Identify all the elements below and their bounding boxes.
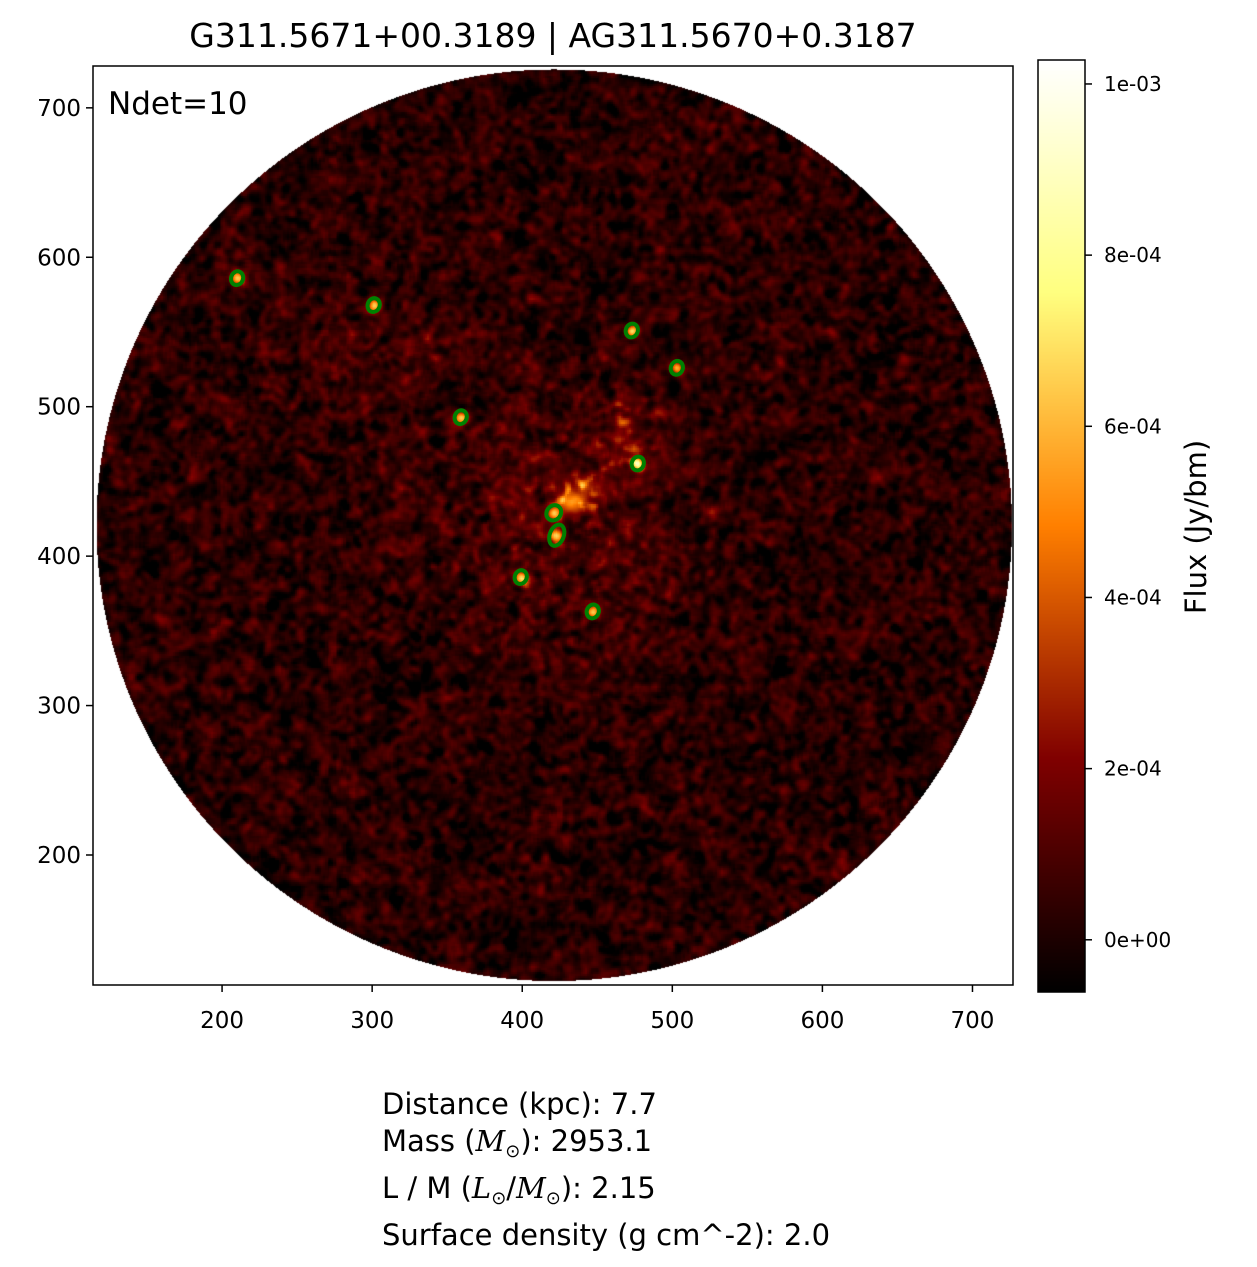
colorbar-tick-label: 6e-04 bbox=[1104, 414, 1162, 438]
detection-contour bbox=[452, 408, 469, 427]
colorbar-tick-label: 2e-04 bbox=[1104, 757, 1162, 781]
detection-contour bbox=[512, 568, 529, 586]
detection-contour bbox=[668, 358, 685, 377]
y-tick-label: 400 bbox=[37, 544, 81, 570]
detection-contour bbox=[365, 296, 382, 314]
colorbar-tick-label: 1e-03 bbox=[1104, 72, 1162, 96]
y-tick-label: 500 bbox=[37, 395, 81, 421]
x-tick-label: 200 bbox=[200, 1008, 244, 1034]
distance-text: Distance (kpc): 7.7 bbox=[382, 1087, 657, 1121]
colorbar-tick-label: 8e-04 bbox=[1104, 243, 1162, 267]
lm-text: L / M (L⊙/M⊙): 2.15 bbox=[382, 1171, 656, 1209]
detection-contour bbox=[544, 503, 564, 523]
axes-frame bbox=[92, 65, 1014, 986]
ndet-annotation: Ndet=10 bbox=[108, 86, 248, 122]
colorbar-tick-label: 4e-04 bbox=[1104, 585, 1162, 609]
y-tick-label: 200 bbox=[37, 843, 81, 869]
detection-contour bbox=[547, 522, 567, 548]
x-tick-label: 500 bbox=[650, 1008, 694, 1034]
info-text: Distance (kpc): 7.7 Mass (M⊙): 2953.1 L … bbox=[382, 1086, 830, 1254]
y-tick-label: 700 bbox=[37, 96, 81, 122]
colorbar-tick-label: 0e+00 bbox=[1104, 928, 1171, 952]
x-tick-label: 600 bbox=[800, 1008, 844, 1034]
detection-contour bbox=[584, 602, 601, 621]
x-tick-label: 700 bbox=[951, 1008, 995, 1034]
surface-density-text: Surface density (g cm^-2): 2.0 bbox=[382, 1218, 831, 1252]
mass-text: Mass (M⊙): 2953.1 bbox=[382, 1124, 653, 1162]
y-tick-label: 300 bbox=[37, 694, 81, 720]
x-tick-label: 400 bbox=[500, 1008, 544, 1034]
chart-title: G311.5671+00.3189 | AG311.5670+0.3187 bbox=[189, 16, 917, 55]
detection-contour bbox=[228, 269, 246, 288]
colorbar-label: Flux (Jy/bm) bbox=[1179, 439, 1213, 615]
x-tick-label: 300 bbox=[350, 1008, 394, 1034]
detection-contour bbox=[623, 321, 640, 340]
detection-contour bbox=[629, 454, 646, 473]
colorbar bbox=[1038, 60, 1085, 992]
y-tick-label: 600 bbox=[37, 245, 81, 271]
colorbar-frame bbox=[1037, 59, 1086, 993]
